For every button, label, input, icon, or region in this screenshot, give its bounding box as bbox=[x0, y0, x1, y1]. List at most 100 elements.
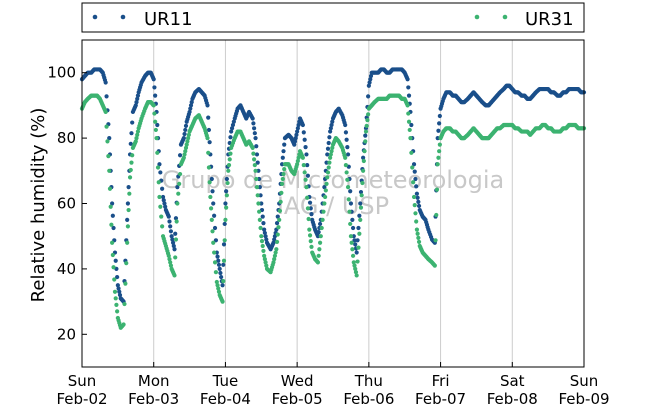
data-point bbox=[411, 162, 417, 167]
data-point bbox=[153, 93, 158, 98]
data-point bbox=[258, 225, 263, 231]
data-point bbox=[304, 152, 309, 157]
data-point bbox=[326, 140, 331, 146]
data-point bbox=[107, 136, 112, 141]
data-point bbox=[301, 130, 306, 135]
data-point bbox=[363, 129, 369, 134]
y-tick-label: 40 bbox=[57, 260, 76, 278]
data-point bbox=[343, 155, 348, 160]
data-point bbox=[160, 224, 165, 229]
data-point bbox=[107, 168, 112, 173]
data-point bbox=[230, 122, 236, 128]
data-point bbox=[212, 225, 218, 231]
data-point bbox=[224, 189, 229, 194]
data-point bbox=[226, 162, 232, 168]
data-point bbox=[318, 234, 323, 239]
data-point bbox=[356, 225, 361, 231]
data-point bbox=[325, 146, 331, 151]
data-point bbox=[317, 221, 323, 227]
data-point bbox=[275, 232, 280, 237]
data-point bbox=[162, 201, 167, 206]
series-ur11 bbox=[79, 67, 587, 304]
data-point bbox=[127, 175, 133, 180]
data-point bbox=[103, 80, 108, 85]
data-point bbox=[177, 153, 183, 158]
data-point bbox=[282, 142, 287, 147]
data-point bbox=[273, 250, 278, 255]
data-point bbox=[218, 270, 223, 276]
data-point bbox=[172, 247, 177, 252]
data-point bbox=[227, 157, 232, 162]
data-point bbox=[253, 136, 258, 141]
data-point bbox=[153, 127, 158, 133]
data-point bbox=[188, 103, 194, 108]
data-point bbox=[280, 176, 285, 182]
data-point bbox=[104, 124, 109, 129]
data-point bbox=[114, 302, 119, 307]
data-point bbox=[126, 185, 131, 190]
data-point bbox=[415, 195, 420, 200]
data-point bbox=[434, 212, 439, 218]
data-point bbox=[155, 165, 161, 170]
data-point bbox=[251, 121, 256, 126]
legend-marker-ur11-a bbox=[92, 14, 98, 20]
x-tick-label-day: Mon bbox=[138, 372, 170, 390]
data-point bbox=[323, 188, 328, 193]
data-point bbox=[157, 162, 162, 167]
data-point bbox=[323, 194, 328, 200]
data-point bbox=[125, 240, 130, 245]
data-point bbox=[153, 119, 158, 124]
data-point bbox=[303, 177, 308, 182]
data-point bbox=[328, 129, 333, 134]
data-point bbox=[228, 151, 233, 156]
data-point bbox=[109, 222, 114, 227]
data-point bbox=[262, 253, 267, 258]
data-point bbox=[368, 73, 374, 79]
data-point bbox=[327, 160, 332, 165]
data-point bbox=[216, 286, 221, 291]
data-point bbox=[134, 136, 139, 141]
data-point bbox=[216, 289, 222, 294]
data-point bbox=[133, 139, 138, 144]
data-point bbox=[411, 180, 416, 185]
data-point bbox=[252, 162, 257, 168]
data-point bbox=[133, 103, 138, 108]
data-point bbox=[327, 135, 332, 140]
data-point bbox=[271, 240, 276, 245]
data-point bbox=[168, 260, 173, 265]
data-point bbox=[186, 132, 191, 137]
data-point bbox=[361, 168, 366, 173]
data-point bbox=[183, 145, 189, 151]
data-point bbox=[110, 252, 115, 258]
data-point bbox=[279, 162, 285, 167]
data-point bbox=[316, 253, 321, 258]
data-point bbox=[434, 187, 440, 192]
x-tick-label-date: Feb-09 bbox=[558, 390, 609, 408]
data-point bbox=[223, 201, 228, 206]
data-point bbox=[345, 177, 350, 182]
data-point bbox=[258, 193, 263, 198]
data-point bbox=[177, 181, 182, 186]
data-point bbox=[278, 199, 283, 204]
data-point bbox=[181, 136, 186, 141]
data-point bbox=[223, 217, 228, 222]
data-point bbox=[349, 240, 354, 245]
data-point bbox=[170, 237, 175, 242]
data-point bbox=[121, 322, 126, 327]
data-point bbox=[413, 176, 418, 182]
data-point bbox=[115, 309, 120, 314]
data-point bbox=[174, 219, 179, 224]
data-point bbox=[360, 180, 365, 186]
data-point bbox=[110, 240, 115, 245]
data-point bbox=[168, 229, 174, 234]
data-point bbox=[321, 209, 326, 214]
data-point bbox=[168, 263, 174, 268]
data-point bbox=[325, 152, 330, 157]
data-point bbox=[159, 214, 164, 219]
data-point bbox=[356, 245, 361, 250]
data-point bbox=[189, 100, 194, 105]
data-point bbox=[110, 213, 115, 218]
data-point bbox=[172, 273, 177, 278]
data-point bbox=[345, 144, 350, 150]
data-point bbox=[104, 94, 109, 99]
